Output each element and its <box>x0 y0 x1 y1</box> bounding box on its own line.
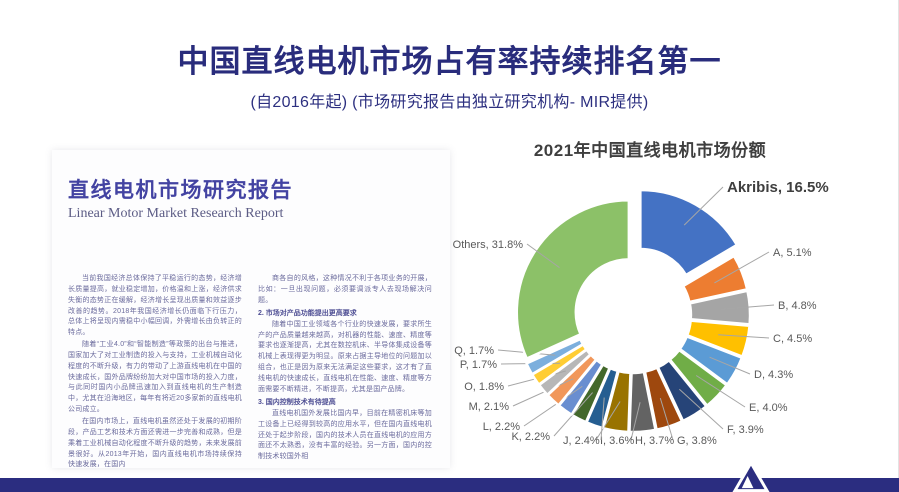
akribis-logo <box>732 461 770 492</box>
slice-label-B: B, 4.8% <box>778 300 817 312</box>
leader-line-J <box>600 397 605 441</box>
donut-slice-Others <box>515 199 630 360</box>
leader-line-A <box>714 251 770 284</box>
donut-slice-B <box>688 289 752 326</box>
slide-subtitle: (自2016年起) (市场研究报告由独立研究机构- MIR提供) <box>250 94 649 111</box>
leader-line-D <box>709 356 751 375</box>
doc-paragraph: 直线电机国外发展比国内早，目前在精密机床等加工设备上已经得到较高的应用水平，但在… <box>258 409 432 461</box>
report-page: 直线电机市场研究报告 Linear Motor Market Research … <box>52 150 450 468</box>
slice-label-Q: Q, 1.7% <box>454 345 494 357</box>
report-column-left: 当前我国经济总体保持了平稳运行的态势，经济增长质量提高，就业稳定增加，价格温和上… <box>68 274 242 472</box>
leader-line-Akribis <box>683 186 724 226</box>
leader-line-C <box>718 334 770 339</box>
leader-line-E <box>695 375 746 408</box>
market-share-chart: Akribis, 16.5% A, 5.1% B, 4.8% C, 4.5% D, 4.… <box>440 130 899 470</box>
slice-label-Others: Others, 31.8% <box>453 239 524 251</box>
donut-slice-Akribis <box>639 188 738 277</box>
donut-slice-A <box>682 254 749 304</box>
doc-section-heading: 3. 国内控制技术有待提高 <box>258 398 336 406</box>
slide-title: 中国直线电机市场占有率持续排名第一 <box>177 44 722 79</box>
footer-bar <box>0 478 899 492</box>
leader-line-F <box>679 388 724 430</box>
donut-slice-H <box>628 370 657 434</box>
slice-label-H: H, 3.7% <box>635 435 674 447</box>
doc-paragraph: 在国内市场上，直线电机虽然还处于发展的初期阶段，产品工艺和技术方面还需进一步完善… <box>68 417 242 469</box>
slice-label-K: K, 2.2% <box>511 431 550 443</box>
doc-paragraph: 商各自的风格，这种情况不利于各项业务的开展，比如：一旦出现问题，必须要调派专人去… <box>258 275 432 304</box>
leader-line-Others <box>526 243 560 269</box>
leader-line-I <box>595 401 621 441</box>
doc-paragraph: 当前我国经济总体保持了平稳运行的态势，经济增长质量提高，就业稳定增加，价格温和上… <box>68 275 242 337</box>
report-column-right: 商各自的风格，这种情况不利于各项业务的开展，比如：一旦出现问题，必须要调派专人去… <box>258 274 432 472</box>
leader-line-K <box>553 392 593 437</box>
donut-slice-E <box>668 348 728 407</box>
slice-label-J: J, 2.4% <box>563 435 600 447</box>
slice-label-G: G, 3.8% <box>677 435 717 447</box>
logo-outer-triangle-icon <box>732 461 770 492</box>
slice-label-C: C, 4.5% <box>773 333 812 345</box>
leader-line-G <box>659 397 674 441</box>
logo-inner-triangle-icon <box>741 476 754 489</box>
slice-label-P: P, 1.7% <box>460 359 497 371</box>
slice-label-E: E, 4.0% <box>749 402 788 414</box>
doc-paragraph: 随着“工业4.0”和“智能制造”等政策的出台与推进，国家加大了对工业制造的投入与… <box>68 341 242 414</box>
donut-slice-Q <box>525 338 585 376</box>
leader-line-H <box>630 402 641 441</box>
report-title: 直线电机市场研究报告 <box>68 179 293 202</box>
donut-slice-G <box>643 366 684 431</box>
slice-label-D: D, 4.3% <box>754 369 793 381</box>
slice-label-I: I, 3.6% <box>600 435 634 447</box>
market-share-donut: Akribis, 16.5% A, 5.1% B, 4.8% C, 4.5% D, 4.… <box>453 179 829 447</box>
doc-section-heading: 2. 市场对产品功能提出更高要求 <box>258 309 357 317</box>
donut-slice-D <box>678 335 743 386</box>
slice-label-O: O, 1.8% <box>464 381 504 393</box>
leader-line-B <box>720 304 775 310</box>
report-subtitle-en: Linear Motor Market Research Report <box>68 206 284 221</box>
slice-label-Akribis: Akribis, 16.5% <box>727 179 829 196</box>
slice-label-L: L, 2.2% <box>483 421 521 433</box>
slice-label-M: M, 2.1% <box>469 401 510 413</box>
chart-title: 2021年中国直线电机市场份额 <box>533 141 767 160</box>
leader-line-M <box>512 378 574 407</box>
slice-label-A: A, 5.1% <box>773 247 812 259</box>
doc-paragraph: 随着中国工业领域各个行业的快速发展，要求所生产的产品质量越来越高，对机器的性能、… <box>258 320 432 393</box>
leader-line-L <box>523 385 583 427</box>
report-body: 当前我国经济总体保持了平稳运行的态势，经济增长质量提高，就业稳定增加，价格温和上… <box>68 274 432 472</box>
slice-label-F: F, 3.9% <box>727 424 764 436</box>
